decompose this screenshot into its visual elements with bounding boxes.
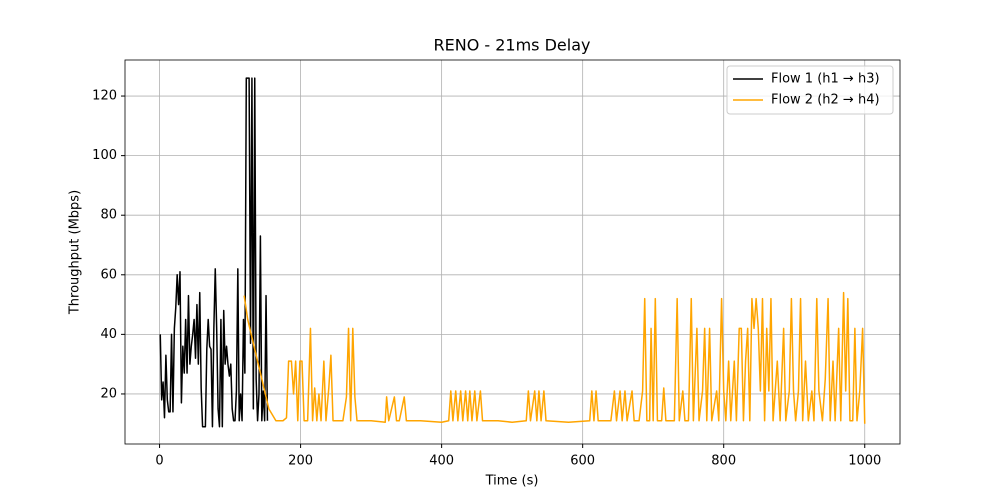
- x-axis-label: Time (s): [485, 474, 539, 489]
- data-line: [159, 77, 269, 428]
- y-tick-label: 60: [100, 267, 117, 282]
- legend-label: Flow 2 (h2 → h4): [771, 93, 880, 108]
- legend-box: [726, 65, 894, 115]
- x-tick-label: 800: [711, 454, 736, 469]
- x-tick-label: 400: [429, 454, 454, 469]
- x-tick-label: 0: [155, 454, 163, 469]
- chart-title: RENO - 21ms Delay: [434, 36, 591, 55]
- y-tick-label: 40: [100, 327, 117, 342]
- plot-frame: [124, 59, 901, 445]
- x-tick-label: 600: [570, 454, 595, 469]
- x-tick-label: 1000: [848, 454, 881, 469]
- y-tick-label: 120: [92, 89, 117, 104]
- y-tick-label: 20: [100, 386, 117, 401]
- x-tick-label: 200: [288, 454, 313, 469]
- y-tick-label: 100: [92, 148, 117, 163]
- data-line: [243, 291, 866, 424]
- y-tick-label: 80: [100, 208, 117, 223]
- legend-label: Flow 1 (h1 → h3): [771, 72, 880, 87]
- y-axis-label: Throughput (Mbps): [68, 190, 83, 315]
